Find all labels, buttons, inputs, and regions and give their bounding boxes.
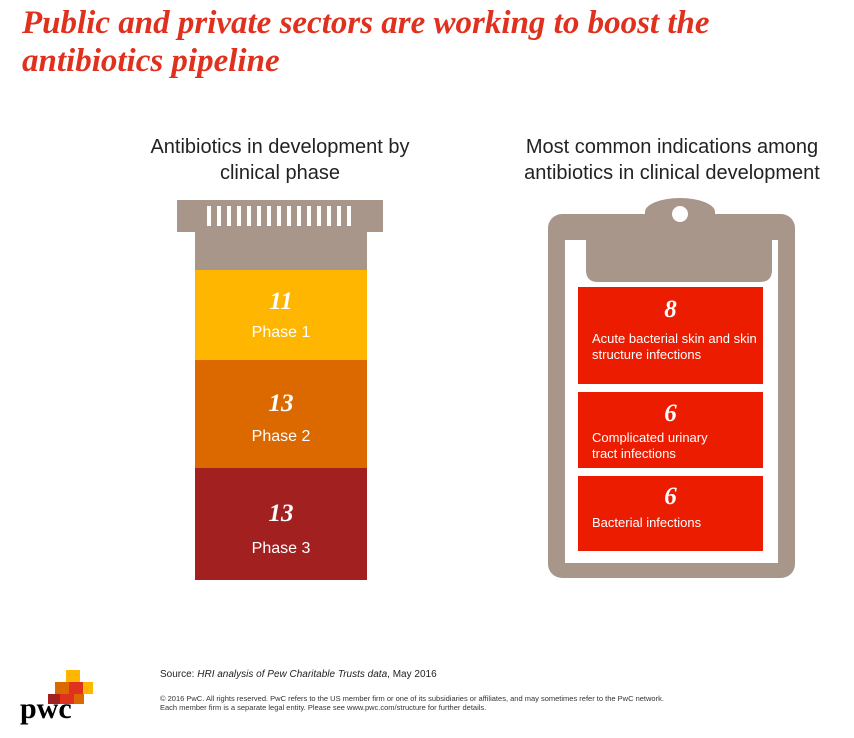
- phase-count: 13: [268, 390, 294, 417]
- clipboard-clip: [586, 198, 772, 282]
- indication-count: 8: [664, 296, 677, 323]
- phases-heading: Antibiotics in development by clinical p…: [150, 136, 410, 184]
- indication-count: 6: [664, 400, 677, 427]
- phase-count: 11: [269, 288, 293, 315]
- phase-1-segment: [195, 270, 367, 360]
- page-title: Public and private sectors are working t…: [22, 5, 710, 79]
- indication-label: Complicated urinary tract infections: [592, 430, 708, 461]
- cap-stripes: [207, 206, 351, 226]
- indication-label: Bacterial infections: [592, 515, 702, 530]
- phase-count: 13: [268, 500, 294, 527]
- source-prefix: Source:: [160, 669, 195, 680]
- copyright-line: © 2016 PwC. All rights reserved. PwC ref…: [160, 694, 664, 703]
- phase-label: Phase 1: [251, 324, 311, 341]
- indications-heading: Most common indications among antibiotic…: [524, 136, 820, 184]
- indication-box: [578, 476, 763, 551]
- logo-mark: [48, 670, 93, 704]
- clip-hole: [672, 206, 688, 222]
- source-suffix: , May 2016: [387, 669, 437, 680]
- indication-label: Acute bacterial skin and skin structure …: [592, 331, 757, 362]
- phase-3-segment: [195, 468, 367, 580]
- copyright-line: Each member firm is a separate legal ent…: [160, 703, 487, 712]
- phase-2-segment: [195, 360, 367, 468]
- logo-text: pwc: [20, 692, 72, 725]
- bottle-neck: [195, 232, 367, 270]
- indication-box: [578, 392, 763, 468]
- phase-label: Phase 3: [251, 540, 311, 557]
- source-italic: HRI analysis of Pew Charitable Trusts da…: [197, 669, 388, 680]
- indication-count: 6: [664, 483, 677, 510]
- source: Source: HRI analysis of Pew Charitable T…: [160, 669, 437, 680]
- phase-label: Phase 2: [251, 428, 311, 445]
- indication-box: [578, 287, 763, 384]
